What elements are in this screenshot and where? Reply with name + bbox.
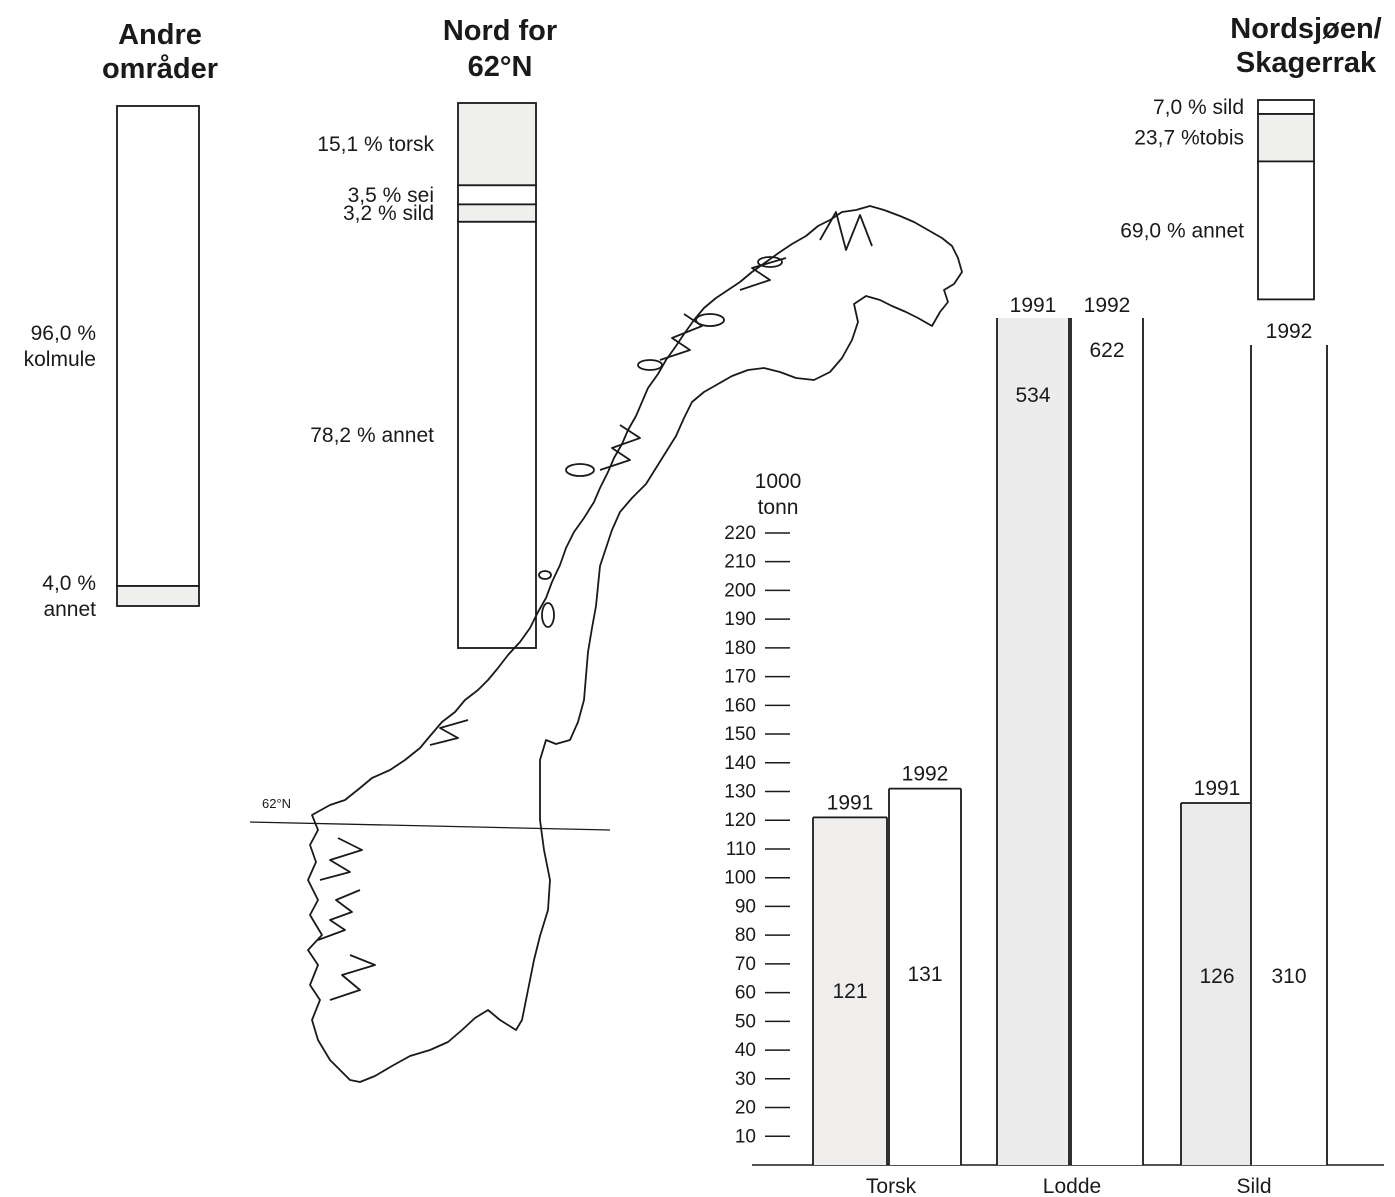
nord-title: Nord for 62°N <box>443 15 557 83</box>
andre-col-segment-label-1-0: 4,0 % <box>42 572 96 595</box>
norway-island-4 <box>757 256 783 268</box>
y-tick-label-110: 110 <box>726 839 756 860</box>
nord-col-segment-label-0: 15,1 % torsk <box>317 133 434 156</box>
norway-map <box>307 205 963 1083</box>
catch-bar-chart: 1000 tonn 10 20 30 40 50 60 70 80 90 100 110 120 130… <box>724 294 1384 1197</box>
nord-title-line-2: 62°N <box>468 51 533 83</box>
bar-sild-1991 <box>1181 803 1253 1165</box>
y-tick-label-40: 40 <box>735 1040 756 1061</box>
norway-island-2 <box>637 359 663 371</box>
bar-year-label-sild-1991: 1991 <box>1194 777 1241 800</box>
bar-year-label-lodde-1992: 1992 <box>1084 294 1131 317</box>
category-label-lodde: Lodde <box>1043 1175 1101 1197</box>
category-label-torsk: Torsk <box>866 1175 917 1197</box>
nord-col-segment-label-1: 3,5 % sei <box>348 184 434 207</box>
bar-value-label-lodde-1992: 622 <box>1089 339 1124 362</box>
y-tick-label-90: 90 <box>735 896 756 917</box>
nordsjoen-col-segment-label-2: 69,0 % annet <box>1120 219 1244 242</box>
y-tick-label-190: 190 <box>724 609 756 630</box>
y-tick-label-150: 150 <box>724 724 756 745</box>
y-tick-label-30: 30 <box>735 1069 756 1090</box>
andre-title-line-1: Andre <box>118 19 202 51</box>
andre-col-segment-0 <box>116 105 200 587</box>
y-tick-label-180: 180 <box>724 638 756 659</box>
norway-fjord-detail-1 <box>317 889 361 941</box>
nord-title-line-1: Nord for <box>443 15 557 47</box>
y-tick-label-170: 170 <box>724 667 756 688</box>
bar-torsk-1992 <box>889 788 961 1165</box>
andre-col-segment-label-0-1: kolmule <box>24 348 96 371</box>
y-tick-label-80: 80 <box>735 925 756 946</box>
nord-col-segment-3 <box>457 220 537 649</box>
y-tick-label-130: 130 <box>724 782 756 803</box>
andre-title: Andre områder <box>102 19 218 85</box>
y-tick-label-70: 70 <box>735 954 756 975</box>
norway-island-6 <box>541 602 555 628</box>
y-tick-label-200: 200 <box>724 580 756 601</box>
norway-fjord-detail-2 <box>319 837 363 881</box>
y-tick-label-20: 20 <box>735 1098 756 1119</box>
y-tick-label-10: 10 <box>735 1126 756 1147</box>
bar-year-label-torsk-1992: 1992 <box>902 763 949 786</box>
nordsjoen-title: Nordsjøen/ Skagerrak <box>1230 13 1381 79</box>
y-tick-label-140: 140 <box>724 753 756 774</box>
nordsjoen-title-line-2: Skagerrak <box>1236 47 1377 79</box>
category-label-sild: Sild <box>1236 1175 1271 1197</box>
y-tick-label-60: 60 <box>735 983 756 1004</box>
norway-fjord-detail-7 <box>739 257 787 291</box>
nord-col-segment-label-3: 78,2 % annet <box>310 424 434 447</box>
bar-value-label-torsk-1992: 131 <box>907 963 942 986</box>
andre-title-line-2: områder <box>102 53 218 85</box>
norway-fjord-detail-4 <box>429 719 469 746</box>
y-tick-label-160: 160 <box>724 695 756 716</box>
norway-island-3 <box>695 313 725 327</box>
norway-coast-outline <box>307 205 963 1083</box>
norway-fjord-detail-8 <box>819 211 873 251</box>
y-tick-label-210: 210 <box>724 552 756 573</box>
bar-year-label-lodde-1991: 1991 <box>1010 294 1057 317</box>
nordsjoen-col-segment-label-0: 7,0 % sild <box>1153 96 1244 119</box>
y-tick-label-50: 50 <box>735 1011 756 1032</box>
bar-value-label-sild-1992: 310 <box>1271 965 1306 988</box>
bar-value-label-torsk-1991: 121 <box>832 980 867 1003</box>
nord-col-segment-2 <box>457 203 537 223</box>
andre-col-segment-label-0-0: 96,0 % <box>31 322 96 345</box>
bar-lodde-1991 <box>997 318 1069 1165</box>
y-unit-line-2: tonn <box>758 496 799 519</box>
latitude-62-line <box>249 821 611 831</box>
nordsjoen-col-segment-1 <box>1257 113 1315 163</box>
y-tick-label-100: 100 <box>724 868 756 889</box>
nord-col-segment-0 <box>457 102 537 187</box>
nordsjoen-title-line-1: Nordsjøen/ <box>1230 13 1381 45</box>
norway-fjord-detail-3 <box>329 954 376 1001</box>
andre-share-column: 96,0 % kolmule 4,0 % annet <box>24 105 200 621</box>
nord-col-segment-1 <box>457 184 537 206</box>
bar-value-label-lodde-1991: 534 <box>1015 384 1050 407</box>
bar-torsk-1991 <box>813 817 887 1165</box>
y-unit-line-1: 1000 <box>755 470 802 493</box>
norway-island-5 <box>538 570 552 580</box>
nord-col-segment-label-2: 3,2 % sild <box>343 202 434 225</box>
nordsjoen-col-segment-0 <box>1257 99 1315 115</box>
norway-island-1 <box>565 463 595 477</box>
andre-col-segment-label-1-1: annet <box>43 598 96 621</box>
bar-year-label-torsk-1991: 1991 <box>827 791 874 814</box>
latitude-62-label: 62°N <box>262 796 291 811</box>
bar-sild-1992 <box>1251 345 1327 1165</box>
y-tick-label-220: 220 <box>724 523 756 544</box>
nordsjoen-col-segment-label-1: 23,7 %tobis <box>1134 127 1244 150</box>
y-tick-label-120: 120 <box>724 810 756 831</box>
bar-lodde-1992 <box>1071 318 1143 1165</box>
nordsjoen-share-column: 7,0 % sild 23,7 %tobis 69,0 % annet <box>1120 96 1315 301</box>
bar-value-label-sild-1991: 126 <box>1199 965 1234 988</box>
nordsjoen-col-segment-2 <box>1257 160 1315 301</box>
norway-fjord-detail-5 <box>599 424 641 471</box>
bar-year-label-sild-1992: 1992 <box>1266 320 1313 343</box>
andre-col-segment-1 <box>116 585 200 607</box>
